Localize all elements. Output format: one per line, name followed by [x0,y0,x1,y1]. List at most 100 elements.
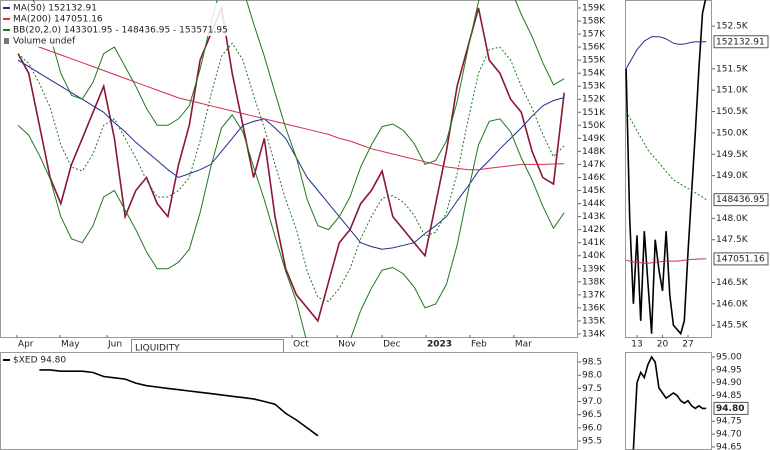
last-value-box [713,252,769,266]
y-tick-label: 145K [582,186,606,196]
y-tick-label: 152.5K [716,22,749,32]
y-tick-label: 94.95 [716,365,742,375]
legend-bg [1,355,231,366]
y-tick-label: 94.90 [716,378,742,388]
series-line [39,369,319,437]
last-value-box [713,35,769,49]
x-tick-label: Oct [293,340,309,350]
y-tick-label: 96.0 [582,423,602,433]
x-tick-label: 27 [682,340,693,350]
y-tick-label: 149.5K [716,150,749,160]
legend-bg [1,14,231,25]
legend-swatch [4,38,9,44]
y-tick-label: 94.75 [716,417,742,427]
y-tick-label: 146.0K [716,299,749,309]
y-tick-label: 139K [582,264,606,274]
x-tick-label: 2023 [427,340,452,350]
y-tick-label: 156K [582,43,606,53]
y-tick-label: 94.65 [716,442,742,450]
legend-label: $XED 94.80 [13,356,66,366]
legend-label: BB(20,2.0) 143301.95 - 148436.95 - 15357… [13,26,228,36]
y-tick-label: 150.0K [716,128,749,138]
indicator-selector-label[interactable]: LIQUIDITY [135,344,180,354]
band-line [17,114,565,338]
y-tick-label: 150.5K [716,107,749,117]
y-tick-label: 146.5K [716,278,749,288]
legend-label: MA(50) 152132.91 [13,4,97,14]
last-value-label: 147051.16 [716,254,765,264]
x-tick-label: Jun [107,340,122,350]
y-tick-label: 150K [582,121,606,131]
plot-area [17,0,565,338]
series-line [625,0,707,336]
x-tick-label: Apr [18,340,34,350]
y-tick-label: 98.5 [582,358,602,368]
panel [625,352,712,450]
series-line [625,36,707,70]
y-tick-label: 152K [582,95,606,105]
series-line [625,111,707,201]
legend-bg [1,25,231,36]
y-tick-label: 140K [582,251,606,261]
series-line [632,355,707,450]
last-value-box [713,193,769,207]
y-tick-label: 96.5 [582,410,602,420]
series-line [17,59,565,250]
y-tick-label: 159K [582,3,606,13]
x-tick-label: 20 [657,340,669,350]
y-tick-label: 135K [582,316,606,326]
y-tick-label: 154K [582,69,606,79]
legend-bg [1,36,71,47]
x-tick-label: Dec [383,340,400,350]
y-tick-label: 148.0K [716,214,749,224]
last-value-label: 152132.91 [716,37,765,47]
legend-label: MA(200) 147051.16 [13,15,103,25]
y-tick-label: 136K [582,303,606,313]
y-tick-label: 94.70 [716,430,742,440]
y-tick-label: 95.5 [582,437,602,447]
y-tick-label: 137K [582,290,606,300]
y-tick-label: 147.5K [716,235,749,245]
y-tick-label: 153K [582,82,606,92]
plot-area [625,0,707,336]
y-tick-label: 147K [582,160,606,170]
series-line [625,258,707,264]
y-tick-label: 146K [582,173,606,183]
plot-area [39,369,319,437]
x-tick-label: Nov [338,340,356,350]
y-tick-label: 151.5K [716,64,749,74]
y-tick-label: 95.00 [716,353,742,363]
y-tick-label: 151.0K [716,86,749,96]
y-tick-label: 158K [582,16,606,26]
x-tick-label: 13 [631,340,642,350]
panel [0,0,578,338]
x-tick-label: Mar [515,340,532,350]
last-value-label: 148436.95 [716,195,765,205]
y-tick-label: 143K [582,212,606,222]
y-tick-label: 148K [582,147,606,157]
y-tick-label: 149.0K [716,171,749,181]
y-tick-label: 98.0 [582,371,602,381]
y-tick-label: 157K [582,30,606,40]
y-tick-label: 97.5 [582,384,602,394]
y-tick-label: 141K [582,238,606,248]
y-tick-label: 94.85 [716,391,742,401]
last-value-label: 94.80 [716,404,744,414]
x-tick-label: May [61,340,80,350]
y-tick-label: 151K [582,108,606,118]
y-tick-label: 138K [582,277,606,287]
y-tick-label: 97.0 [582,397,602,407]
y-tick-label: 142K [582,225,606,235]
plot-area [632,355,707,450]
panel [0,352,578,450]
y-tick-label: 145.5K [716,321,749,331]
x-tick-label: Feb [471,340,487,350]
y-tick-label: 134K [582,329,606,339]
panel [625,0,712,338]
band-line [32,0,565,231]
legend-label: Volume undef [13,37,76,47]
y-tick-label: 155K [582,56,606,66]
legend-bg [1,3,231,14]
